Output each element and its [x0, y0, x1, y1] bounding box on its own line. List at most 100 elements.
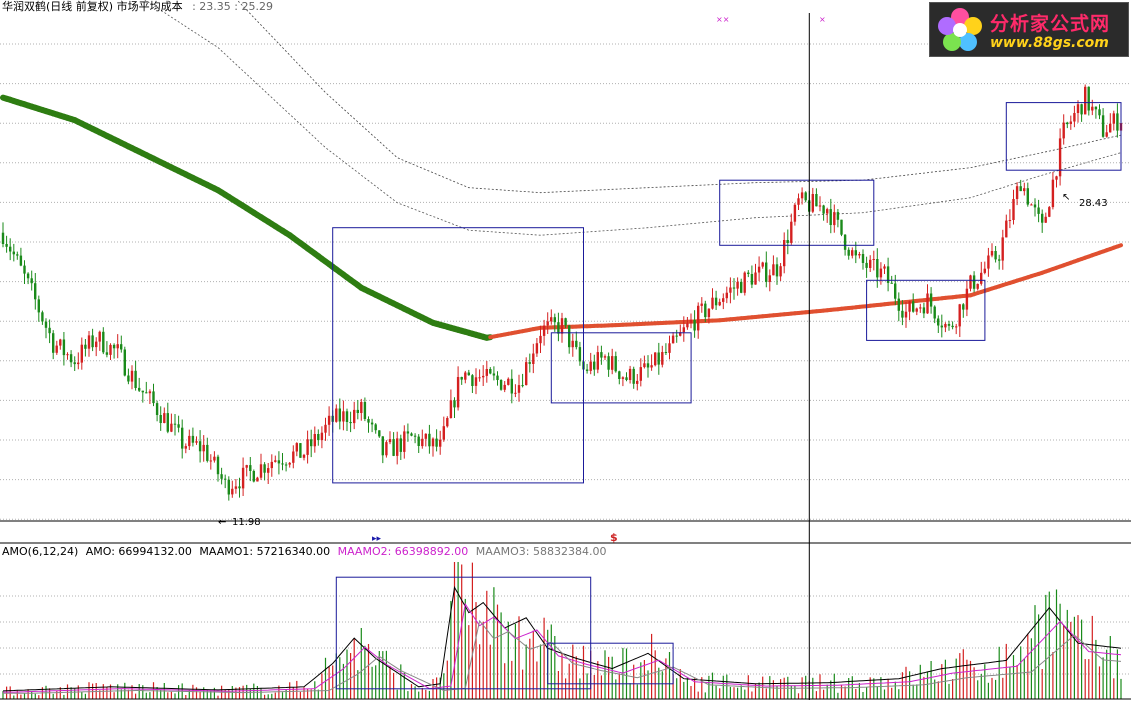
candle-body [560, 318, 564, 334]
candle-body [883, 266, 886, 269]
candle-body [682, 327, 685, 333]
candle-body [370, 422, 374, 425]
candle-body [166, 413, 169, 432]
candle-body [335, 408, 338, 422]
candle-body [955, 326, 958, 328]
candle-body [998, 259, 1001, 261]
candle-body [539, 335, 542, 344]
candle-body [224, 478, 227, 480]
candle-body [553, 317, 556, 323]
candle-body [840, 219, 843, 235]
candle-body [869, 259, 872, 268]
candle-body [1044, 216, 1047, 223]
candle-body [1080, 104, 1083, 115]
candle-body [933, 306, 936, 319]
candle-body [1030, 204, 1033, 206]
candle-body [1058, 138, 1062, 177]
candle-body [1084, 86, 1087, 115]
candle-body [52, 333, 55, 353]
indicator-name: 市场平均成本 [116, 0, 183, 13]
candle-body [428, 433, 431, 447]
candle-body [818, 205, 822, 207]
candle-body [876, 259, 879, 278]
candle-body [1037, 207, 1040, 214]
candle-body [105, 352, 109, 355]
candle-body [1116, 113, 1119, 131]
amo-indicator-name: AMO(6,12,24) [2, 545, 79, 558]
candle-body [542, 325, 546, 336]
candle-body [363, 402, 367, 419]
upper-grid [0, 43, 1131, 520]
candle-body [152, 391, 155, 404]
candle-body [127, 375, 130, 382]
candle-body [693, 319, 696, 331]
candle-body [804, 192, 807, 201]
candle-body [274, 460, 277, 462]
candle-body [646, 363, 650, 368]
indicator-values: : 23.35 : 25.29 [192, 0, 273, 13]
candle-body [1062, 122, 1065, 139]
amo-value: AMO: 66994132.00 [85, 545, 192, 558]
upper-boxes [332, 102, 1122, 484]
candle-body [714, 297, 718, 306]
candle-body [48, 327, 51, 334]
candle-body [392, 439, 395, 456]
candle-body [603, 356, 607, 358]
candle-body [306, 439, 309, 455]
candle-body [396, 438, 399, 456]
candle-body [697, 305, 700, 331]
candle-body [521, 385, 524, 387]
candle-body [198, 441, 202, 452]
candle-body [356, 409, 359, 413]
candle-body [102, 331, 105, 353]
candle-body [790, 221, 793, 243]
candle-body [1091, 106, 1094, 111]
candle-body [421, 438, 424, 447]
cursor-marker-2: × [819, 15, 826, 24]
candle-body [568, 325, 571, 348]
candle-body [16, 254, 19, 256]
candle-body [148, 391, 152, 394]
candle-body [944, 324, 947, 328]
volume-bars [2, 562, 1122, 699]
candle-body [972, 275, 976, 289]
candle-body [87, 335, 91, 349]
candle-body [1069, 121, 1072, 124]
candle-body [5, 244, 8, 247]
candle-body [170, 423, 173, 432]
candle-body [994, 251, 997, 260]
candle-body [213, 456, 216, 461]
candle-body [937, 318, 940, 326]
site-logo[interactable]: 分析家公式网 www.88gs.com [929, 2, 1129, 57]
amo-highlight-box [335, 576, 592, 690]
candle-body [241, 467, 245, 489]
maamo1-value: MAAMO1: 57216340.00 [199, 545, 331, 558]
candle-body [761, 262, 764, 267]
candle-body [851, 250, 854, 256]
candle-body [510, 378, 513, 394]
candle-body [431, 438, 435, 447]
candle-body [245, 465, 248, 468]
candle-body [729, 287, 732, 293]
candle-body [1076, 104, 1080, 113]
candle-body [435, 438, 438, 447]
candle-body [1005, 220, 1008, 238]
candle-body [413, 435, 417, 437]
candle-body [525, 362, 528, 386]
amo-lines [2, 585, 1122, 694]
candle-body [134, 370, 137, 388]
highlight-box [332, 227, 585, 484]
candle-body [904, 311, 908, 318]
candle-body [783, 240, 786, 267]
candle-body [202, 444, 205, 452]
candle-body [797, 198, 800, 205]
candle-body [1073, 113, 1076, 122]
candle-body [227, 479, 230, 495]
candle-body [489, 369, 492, 374]
candle-body [517, 385, 521, 393]
candle-body [528, 362, 531, 364]
candle-body [449, 400, 453, 418]
candle-body [467, 372, 470, 376]
candle-body [499, 380, 503, 390]
